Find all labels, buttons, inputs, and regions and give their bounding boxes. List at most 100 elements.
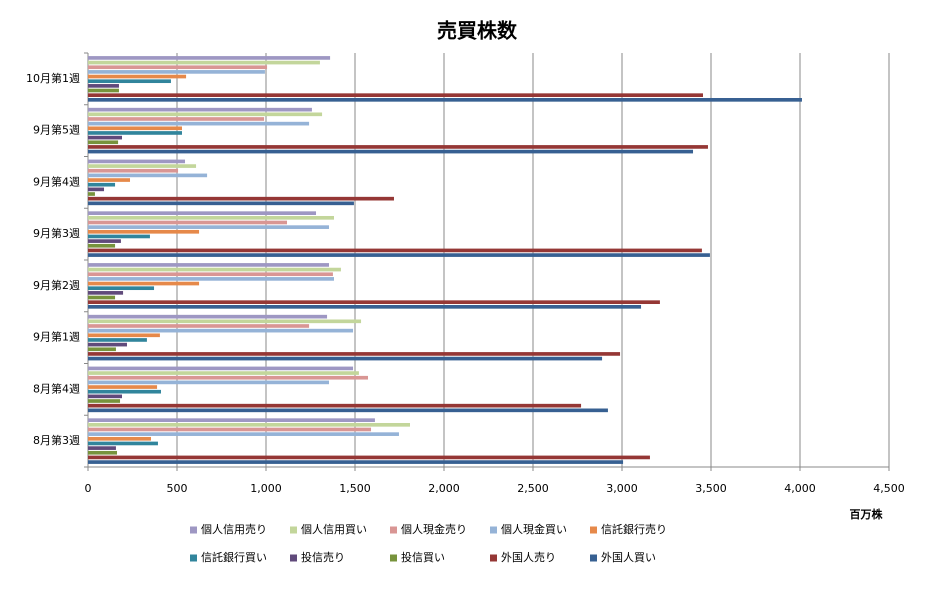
bar xyxy=(88,56,331,60)
bar xyxy=(88,112,323,117)
legend-label: 投信買い xyxy=(401,550,445,564)
bar xyxy=(88,272,333,277)
x-tick-label: 3,000 xyxy=(606,482,638,495)
y-tick-label: 8月第3週 xyxy=(33,433,80,447)
legend-swatch xyxy=(390,554,397,562)
bar xyxy=(88,314,328,319)
legend-label: 個人信用買い xyxy=(301,523,367,536)
bar xyxy=(88,74,187,79)
bar xyxy=(88,98,802,102)
bar xyxy=(88,333,160,338)
bar xyxy=(88,356,603,361)
bar xyxy=(88,126,182,131)
legend-swatch xyxy=(190,554,197,562)
bar xyxy=(88,192,95,196)
chart-title: 売買株数 xyxy=(437,19,518,43)
bar xyxy=(88,338,147,342)
legend-swatch xyxy=(190,526,197,534)
bar xyxy=(88,234,150,239)
legend-swatch xyxy=(490,554,497,562)
bar xyxy=(88,173,208,178)
bar xyxy=(88,418,375,422)
bar xyxy=(88,70,265,74)
x-tick-label: 2,000 xyxy=(428,482,460,495)
bar xyxy=(88,121,310,126)
bar xyxy=(88,375,368,380)
bar xyxy=(88,295,116,300)
bar xyxy=(88,403,582,408)
bar xyxy=(88,65,268,70)
legend-label: 信託銀行買い xyxy=(201,550,267,564)
bar xyxy=(88,93,703,98)
bar xyxy=(88,187,105,192)
y-tick-label: 9月第2週 xyxy=(33,278,80,292)
bar xyxy=(88,352,621,356)
bar xyxy=(88,380,330,385)
bar xyxy=(88,328,354,333)
bar xyxy=(88,168,179,173)
bar xyxy=(88,300,660,305)
bar xyxy=(88,277,334,281)
x-tick-label: 4,500 xyxy=(873,482,905,495)
bar xyxy=(88,211,317,215)
bar xyxy=(88,201,354,206)
y-tick-label: 8月第4週 xyxy=(33,381,80,395)
legend-label: 投信売り xyxy=(301,550,345,564)
bar xyxy=(88,88,119,93)
y-tick-label: 10月第1週 xyxy=(26,71,80,85)
x-tick-label: 1,000 xyxy=(250,482,282,495)
legend-label: 個人現金買い xyxy=(501,522,567,536)
bar xyxy=(88,263,330,267)
bar xyxy=(88,342,127,347)
bar xyxy=(88,159,186,164)
y-tick-label: 9月第4週 xyxy=(33,174,80,188)
legend-label: 外国人売り xyxy=(501,551,556,564)
x-tick-label: 0 xyxy=(85,482,92,495)
x-tick-label: 1,500 xyxy=(339,482,371,495)
bar xyxy=(88,286,155,291)
bar xyxy=(88,460,624,464)
bar xyxy=(88,394,122,399)
bar xyxy=(88,305,642,309)
bar xyxy=(88,347,116,352)
bar xyxy=(88,281,200,286)
y-tick-label: 9月第5週 xyxy=(33,123,80,137)
legend-swatch xyxy=(490,526,497,534)
bar xyxy=(88,79,171,84)
bar xyxy=(88,389,161,394)
bar xyxy=(88,248,702,253)
bar xyxy=(88,243,116,248)
bar xyxy=(88,131,182,135)
x-axis-label: 百万株 xyxy=(850,507,884,521)
bar xyxy=(88,253,710,257)
legend-swatch xyxy=(590,526,597,534)
bar xyxy=(88,84,119,88)
legend-label: 信託銀行売り xyxy=(601,522,667,536)
bar xyxy=(88,408,608,413)
legend-swatch xyxy=(590,554,597,562)
bar xyxy=(88,427,372,432)
bar xyxy=(88,145,708,149)
bar xyxy=(88,196,394,201)
bar xyxy=(88,225,330,229)
bar xyxy=(88,229,200,234)
bar xyxy=(88,399,121,403)
bar xyxy=(88,450,118,455)
bar xyxy=(88,291,124,295)
bar xyxy=(88,366,354,371)
bar xyxy=(88,455,650,460)
bar xyxy=(88,385,158,389)
legend-label: 個人現金売り xyxy=(401,522,467,536)
bar xyxy=(88,182,116,187)
bar xyxy=(88,422,411,427)
x-tick-label: 3,500 xyxy=(695,482,727,495)
y-tick-label: 9月第3週 xyxy=(33,226,80,240)
bar xyxy=(88,149,694,154)
legend-swatch xyxy=(290,554,297,562)
bar xyxy=(88,446,116,450)
bar xyxy=(88,135,122,140)
bar xyxy=(88,239,121,243)
y-tick-label: 9月第1週 xyxy=(33,330,80,344)
bar xyxy=(88,432,399,436)
